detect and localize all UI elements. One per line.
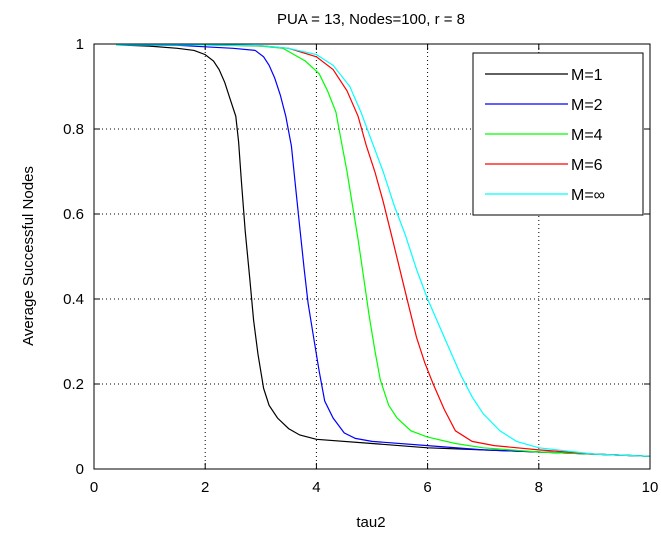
chart-title: PUA = 13, Nodes=100, r = 8 [277, 11, 465, 28]
legend: M=1 M=2 M=4 M=6 M=∞ [472, 52, 644, 216]
y-axis-label: Average Successful Nodes [20, 166, 37, 346]
y-tick-label: 0.2 [63, 376, 84, 393]
legend-label-3: M=4 [571, 127, 603, 144]
plot-area-frame [93, 43, 651, 470]
x-tick-label: 4 [312, 479, 320, 496]
y-tick-label: 0.6 [63, 206, 84, 223]
y-tick-label: 0.4 [63, 291, 84, 308]
grid-lines [94, 44, 650, 469]
x-tick-label: 0 [90, 479, 98, 496]
legend-label-5: M=∞ [571, 187, 605, 204]
axis-tick-labels: 0 2 4 6 8 10 0 0.2 0.4 0.6 0.8 1 [63, 36, 658, 496]
x-axis-label: tau2 [356, 514, 385, 531]
series-group [116, 44, 651, 457]
series-line-4 [116, 44, 651, 457]
y-tick-label: 0.8 [63, 121, 84, 138]
x-tick-label: 8 [535, 479, 543, 496]
series-line-5 [116, 44, 651, 457]
legend-label-2: M=2 [571, 97, 603, 114]
axis-ticks [93, 43, 651, 470]
series-line-3 [116, 44, 651, 457]
series-line-2 [116, 44, 651, 457]
x-tick-label: 2 [201, 479, 209, 496]
y-tick-label: 1 [76, 36, 84, 53]
legend-label-4: M=6 [571, 157, 603, 174]
legend-label-1: M=1 [571, 67, 603, 84]
x-tick-label: 10 [642, 479, 659, 496]
series-line-1 [116, 44, 651, 457]
x-tick-label: 6 [423, 479, 431, 496]
y-tick-label: 0 [76, 461, 84, 478]
